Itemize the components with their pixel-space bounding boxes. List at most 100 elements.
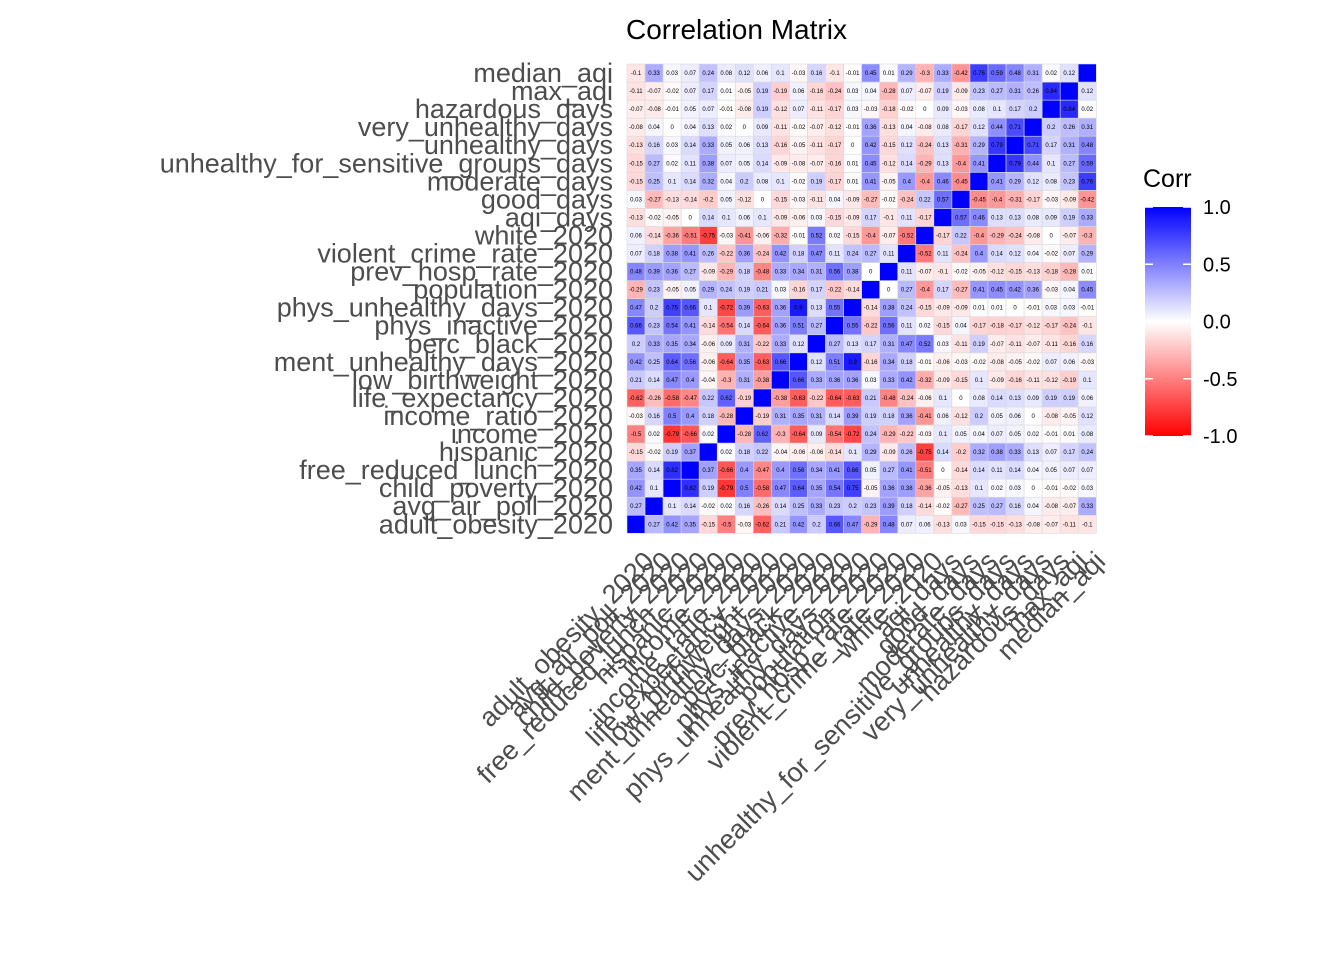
cell-value-label: 0.08 bbox=[937, 125, 949, 131]
cell-value-label: 0.18 bbox=[793, 252, 805, 258]
cell-value-label: 0.56 bbox=[684, 360, 696, 366]
cell-value-label: 0.41 bbox=[973, 161, 985, 167]
cell-value-label: -0.05 bbox=[792, 143, 806, 149]
cell-value-label: -0.3 bbox=[920, 71, 931, 77]
cell-value-label: 0.19 bbox=[973, 342, 985, 348]
cell-value-label: 0.33 bbox=[702, 143, 714, 149]
cell-value-label: -0.19 bbox=[737, 396, 751, 402]
cell-value-label: 0.03 bbox=[1009, 486, 1021, 492]
cell-value-label: -0.15 bbox=[846, 233, 860, 239]
cell-value-label: 0.04 bbox=[973, 432, 985, 438]
cell-value-label: -0.31 bbox=[954, 143, 968, 149]
cell-value-label: -0.12 bbox=[1026, 324, 1040, 330]
cell-value-label: 0.04 bbox=[1027, 504, 1039, 510]
cell-value-label: 0.19 bbox=[702, 486, 714, 492]
cell-value-label: 0.06 bbox=[793, 89, 805, 95]
cell-value-label: -0.02 bbox=[792, 125, 806, 131]
cell-value-label: -0.15 bbox=[918, 306, 932, 312]
cell-value-label: 0.48 bbox=[1081, 143, 1093, 149]
cell-value-label: 0.27 bbox=[648, 522, 660, 528]
cell-value-label: 0.57 bbox=[937, 197, 949, 203]
heatmap-cell bbox=[1059, 81, 1079, 101]
cell-value-label: -0.24 bbox=[900, 197, 914, 203]
cell-value-label: 0.24 bbox=[1081, 450, 1093, 456]
cell-value-label: 0.03 bbox=[1081, 486, 1093, 492]
cell-value-label: 0.36 bbox=[847, 378, 859, 384]
cell-value-label: -0.3 bbox=[721, 378, 732, 384]
cell-value-label: -0.12 bbox=[828, 125, 842, 131]
cell-value-label: 0.41 bbox=[901, 468, 913, 474]
cell-value-label: -0.09 bbox=[1062, 197, 1076, 203]
cell-value-label: 0.05 bbox=[738, 161, 750, 167]
cell-value-label: 0.34 bbox=[883, 360, 895, 366]
heatmap-cell bbox=[789, 352, 808, 372]
cell-value-label: 0.14 bbox=[829, 414, 841, 420]
cell-value-label: 0.02 bbox=[720, 125, 732, 131]
cell-value-label: -0.12 bbox=[990, 270, 1004, 276]
cell-value-label: 0.11 bbox=[901, 270, 913, 276]
cell-value-label: -0.48 bbox=[756, 270, 770, 276]
x-axis-labels: adult_obesity_2020avg_air_poll_2020child… bbox=[471, 546, 1111, 888]
heatmap-cell bbox=[662, 478, 682, 498]
cell-value-label: 0.07 bbox=[901, 89, 913, 95]
cell-value-label: 0.31 bbox=[1081, 125, 1093, 131]
cell-value-label: -0.22 bbox=[810, 396, 824, 402]
cell-value-label: 0.38 bbox=[666, 252, 678, 258]
cell-value-label: -0.01 bbox=[1044, 432, 1058, 438]
cell-value-label: 0.52 bbox=[811, 233, 823, 239]
cell-value-label: 0.05 bbox=[684, 107, 696, 113]
cell-value-label: -0.06 bbox=[810, 450, 824, 456]
cell-value-label: 0.07 bbox=[702, 107, 714, 113]
cell-value-label: 0.08 bbox=[1081, 432, 1093, 438]
cell-value-label: 0.2 bbox=[632, 342, 641, 348]
cell-value-label: -0.01 bbox=[719, 107, 733, 113]
cell-value-label: 0.52 bbox=[919, 342, 931, 348]
cell-value-label: 0.55 bbox=[829, 306, 841, 312]
heatmap-cell bbox=[734, 406, 754, 426]
cell-value-label: 0.18 bbox=[648, 252, 660, 258]
cell-value-label: 0.35 bbox=[738, 360, 750, 366]
y-axis-label: avg_air_poll_2020 bbox=[392, 491, 613, 521]
cell-value-label: -0.09 bbox=[882, 450, 896, 456]
cell-value-label: -0.08 bbox=[918, 125, 932, 131]
cell-value-label: 0.14 bbox=[648, 378, 660, 384]
cell-value-label: -0.17 bbox=[954, 125, 968, 131]
cell-value-label: -0.2 bbox=[703, 197, 714, 203]
cell-value-label: -0.09 bbox=[954, 89, 968, 95]
cell-value-label: -0.03 bbox=[719, 233, 733, 239]
cell-value-label: 0.1 bbox=[668, 504, 677, 510]
cell-value-label: 0.05 bbox=[865, 468, 877, 474]
cell-value-label: 0.64 bbox=[793, 486, 805, 492]
cell-value-label: 0.1 bbox=[1047, 161, 1056, 167]
cell-value-label: 0.23 bbox=[865, 504, 877, 510]
cell-value-label: -0.14 bbox=[828, 450, 842, 456]
cell-value-label: 0.02 bbox=[702, 432, 714, 438]
cell-value-label: 0.47 bbox=[630, 306, 642, 312]
cell-value-label: 0.34 bbox=[793, 270, 805, 276]
cell-value-label: 0.29 bbox=[973, 143, 985, 149]
cell-value-label: 0.01 bbox=[847, 161, 859, 167]
cell-value-label: 0.14 bbox=[684, 143, 696, 149]
cell-value-label: -0.19 bbox=[774, 89, 788, 95]
cell-value-label: -0.07 bbox=[810, 125, 824, 131]
cell-value-label: 0.25 bbox=[648, 179, 660, 185]
cell-value-label: 0.45 bbox=[991, 288, 1003, 294]
cell-value-label: 0.04 bbox=[1063, 288, 1075, 294]
cell-value-label: 0.22 bbox=[955, 233, 967, 239]
cell-value-label: 0.31 bbox=[1063, 143, 1075, 149]
heatmap-cell bbox=[1005, 135, 1025, 155]
cell-value-label: -0.01 bbox=[846, 125, 860, 131]
cell-value-label: -0.07 bbox=[990, 342, 1004, 348]
cell-value-label: 0.05 bbox=[1009, 432, 1021, 438]
cell-value-label: 0.55 bbox=[847, 324, 859, 330]
cell-value-label: 0.12 bbox=[793, 342, 805, 348]
cell-value-label: 0.03 bbox=[811, 215, 823, 221]
cell-value-label: -0.11 bbox=[1045, 342, 1059, 348]
cell-value-label: -0.17 bbox=[828, 107, 842, 113]
cell-value-label: -0.07 bbox=[1062, 233, 1076, 239]
cell-value-label: -0.4 bbox=[956, 161, 967, 167]
cell-value-label: 0.23 bbox=[829, 504, 841, 510]
heatmap-cell bbox=[969, 172, 989, 191]
cell-value-label: 0.01 bbox=[991, 306, 1003, 312]
cell-value-label: -0.4 bbox=[865, 233, 876, 239]
